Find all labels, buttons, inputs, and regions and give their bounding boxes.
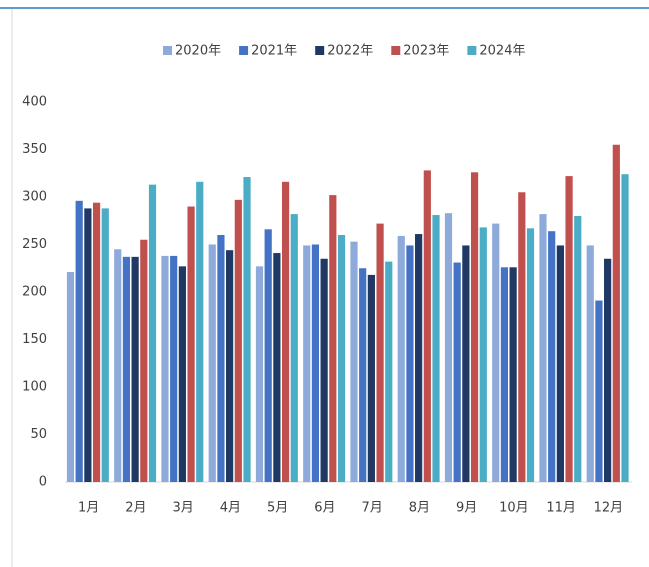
x-tick-label: 6月: [314, 501, 335, 516]
x-tick-label: 3月: [172, 501, 193, 516]
bar: [303, 245, 311, 482]
bar: [621, 174, 629, 482]
x-tick-label: 4月: [220, 501, 241, 516]
bar: [178, 266, 186, 482]
legend-label: 2022年: [327, 44, 373, 59]
bar: [75, 200, 83, 483]
y-tick-label: 50: [30, 427, 47, 442]
bar: [273, 253, 281, 482]
legend-label: 2023年: [403, 44, 449, 59]
bar: [397, 235, 405, 482]
bar: [311, 244, 320, 482]
bar: [385, 261, 393, 482]
x-tick-label: 7月: [361, 501, 382, 516]
bar: [612, 144, 620, 482]
bar: [604, 258, 612, 482]
bar: [217, 235, 225, 482]
bar: [423, 170, 431, 482]
legend-swatch: [391, 46, 401, 55]
bar: [492, 223, 500, 482]
bar: [453, 262, 461, 482]
bar: [92, 202, 101, 482]
bar: [226, 250, 234, 482]
bar: [187, 206, 195, 482]
x-tick-label: 9月: [456, 501, 477, 516]
bar: [444, 213, 453, 482]
x-tick-label: 1月: [78, 501, 99, 516]
y-tick-label: 350: [22, 142, 47, 157]
bar: [131, 256, 139, 482]
bar: [101, 208, 109, 482]
bar: [320, 258, 328, 482]
bar: [66, 272, 75, 482]
y-tick-label: 300: [22, 190, 47, 205]
legend-swatch: [315, 46, 325, 55]
bar: [84, 208, 92, 482]
bar: [376, 223, 384, 482]
legend-label: 2021年: [251, 44, 297, 59]
x-tick-label: 5月: [267, 501, 288, 516]
x-tick-label: 12月: [594, 501, 624, 516]
bar: [281, 181, 290, 483]
y-tick-label: 200: [22, 285, 47, 300]
x-tick-label: 11月: [546, 501, 576, 516]
y-tick-label: 0: [39, 475, 47, 490]
bar: [234, 199, 242, 482]
bar: [432, 215, 440, 483]
legend-swatch: [467, 46, 477, 55]
x-tick-label: 2月: [125, 501, 146, 516]
bar: [406, 245, 414, 482]
bar: [170, 255, 178, 482]
bar: [548, 231, 556, 482]
bar: [556, 245, 564, 482]
bar: [350, 241, 358, 482]
bar: [140, 239, 148, 482]
bar: [462, 245, 470, 482]
bar: [255, 266, 264, 482]
bar: [586, 245, 594, 482]
bar: [526, 228, 535, 482]
bar: [264, 229, 272, 482]
bar: [243, 177, 251, 483]
bar: [329, 195, 337, 482]
legend-label: 2024年: [479, 44, 525, 59]
bar: [208, 244, 216, 482]
bar: [574, 216, 582, 482]
bar: [470, 172, 479, 483]
y-tick-label: 150: [22, 332, 47, 347]
bar: [415, 234, 423, 482]
bar: [161, 255, 169, 482]
y-tick-label: 100: [22, 380, 47, 395]
legend-label: 2020年: [175, 44, 221, 59]
y-tick-label: 250: [22, 237, 47, 252]
bar: [565, 176, 573, 482]
bar: [290, 214, 298, 482]
bar: [509, 267, 517, 482]
bar: [196, 181, 204, 483]
bar: [367, 274, 375, 482]
bar: [500, 267, 509, 482]
x-tick-label: 10月: [499, 501, 529, 516]
bar: [122, 256, 131, 482]
bar: [539, 214, 547, 482]
bar: [359, 268, 367, 482]
bar: [148, 184, 157, 482]
bar: [114, 249, 122, 482]
legend-swatch: [239, 46, 249, 55]
legend-swatch: [163, 46, 172, 55]
bar: [595, 300, 603, 482]
bar: [518, 192, 526, 482]
x-tick-label: 8月: [409, 501, 430, 516]
y-tick-label: 400: [22, 95, 47, 110]
bar: [337, 235, 346, 482]
bar: [479, 227, 487, 482]
